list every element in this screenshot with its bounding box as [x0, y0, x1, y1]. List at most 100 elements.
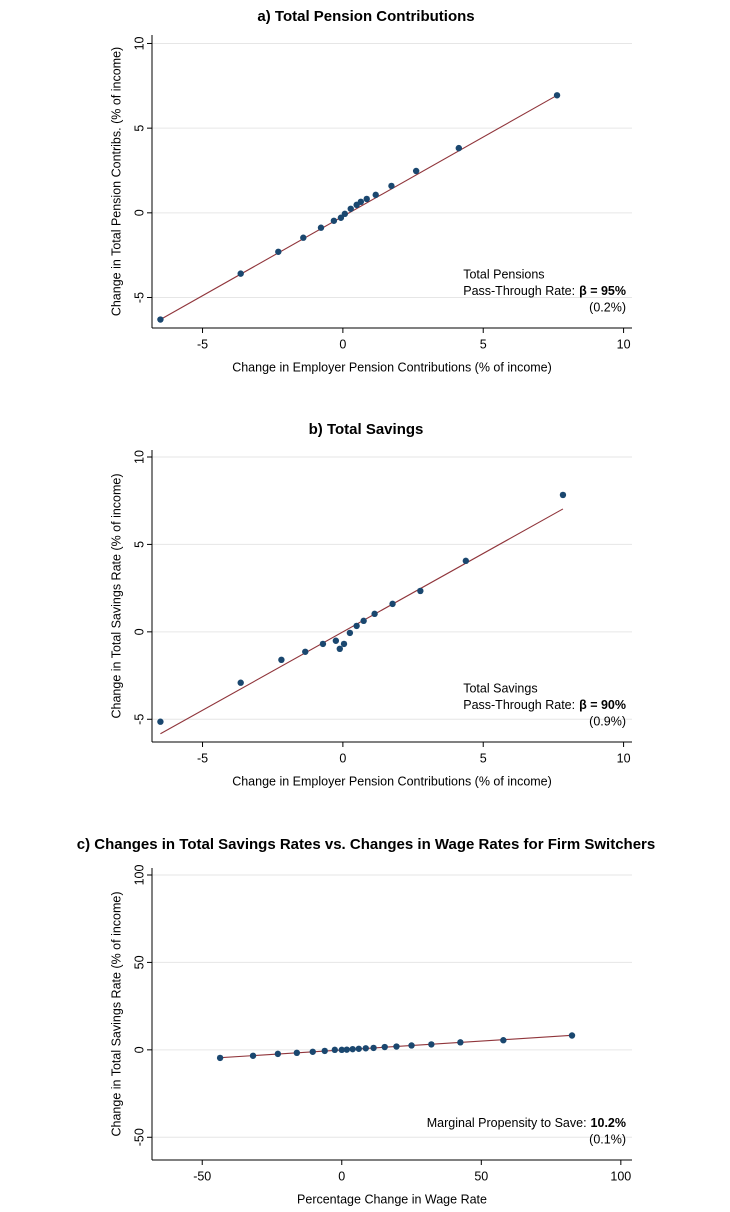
point — [237, 679, 244, 686]
y-tick-label: 5 — [132, 125, 146, 132]
annotation-rate-label: Marginal Propensity to Save: — [427, 1116, 587, 1130]
x-tick-label: 0 — [338, 1169, 345, 1183]
annotation-rate: β = 95% — [579, 284, 626, 298]
chart-title: c) Changes in Total Savings Rates vs. Ch… — [77, 836, 655, 853]
y-tick-label: 10 — [132, 36, 146, 50]
point — [370, 1044, 377, 1052]
y-axis-label: Change in Total Savings Rate (% of incom… — [109, 891, 123, 1136]
x-tick-label: 100 — [610, 1169, 631, 1183]
point — [336, 645, 343, 653]
point — [331, 1046, 338, 1054]
point — [341, 210, 349, 218]
point — [347, 205, 354, 212]
point — [412, 167, 420, 175]
point — [309, 1048, 316, 1055]
point — [363, 195, 370, 203]
annotation-rate-label: Pass-Through Rate: — [463, 284, 575, 298]
point — [317, 224, 325, 231]
y-tick-label: 0 — [132, 1046, 146, 1053]
y-tick-label: -50 — [132, 1128, 146, 1146]
point — [349, 1045, 356, 1053]
point — [389, 600, 396, 608]
annotation-rate: 10.2% — [591, 1116, 626, 1130]
point — [362, 1045, 369, 1052]
annotation-se: (0.1%) — [589, 1132, 626, 1146]
point — [249, 1052, 257, 1059]
x-tick-label: 0 — [339, 751, 346, 765]
y-tick-label: -5 — [132, 292, 146, 303]
point — [300, 234, 307, 241]
point — [355, 1045, 362, 1052]
point — [353, 622, 360, 630]
point — [302, 648, 309, 655]
point — [343, 1046, 350, 1053]
point — [388, 182, 395, 190]
point — [408, 1042, 415, 1049]
y-axis-label: Change in Total Pension Contribs. (% of … — [109, 47, 123, 316]
point — [338, 1046, 345, 1054]
annotation-rate-line: Marginal Propensity to Save: 10.2% — [427, 1116, 626, 1130]
y-tick-label: 100 — [132, 865, 146, 886]
point — [428, 1041, 435, 1048]
x-tick-label: 0 — [339, 337, 346, 351]
annotation-rate: β = 90% — [579, 698, 626, 712]
point — [371, 610, 378, 618]
x-tick-label: 10 — [617, 751, 631, 765]
point — [157, 718, 164, 725]
point — [568, 1032, 576, 1039]
point — [340, 640, 348, 648]
point — [393, 1043, 400, 1050]
x-tick-label: 10 — [617, 337, 631, 351]
y-tick-label: 50 — [132, 955, 146, 969]
point — [381, 1043, 388, 1051]
x-tick-label: 5 — [480, 751, 487, 765]
point — [455, 144, 463, 152]
point — [319, 640, 327, 648]
point — [274, 1050, 282, 1058]
point — [372, 191, 379, 199]
point — [332, 637, 340, 644]
y-tick-label: 10 — [132, 450, 146, 464]
point — [237, 270, 244, 277]
point — [216, 1054, 224, 1062]
point — [330, 217, 338, 224]
point — [293, 1049, 301, 1057]
annotation-heading: Total Pensions — [463, 267, 544, 281]
annotation-se: (0.2%) — [589, 300, 626, 314]
x-axis-label: Change in Employer Pension Contributions… — [232, 360, 552, 374]
x-tick-label: -5 — [197, 751, 208, 765]
annotation-se: (0.9%) — [589, 714, 626, 728]
point — [462, 557, 470, 565]
point — [278, 656, 285, 664]
annotation-heading: Total Savings — [463, 681, 537, 695]
point — [157, 316, 164, 323]
y-tick-label: 5 — [132, 541, 146, 548]
x-axis-label: Change in Employer Pension Contributions… — [232, 774, 552, 788]
point — [553, 92, 561, 99]
point — [346, 629, 354, 637]
point — [275, 248, 282, 255]
x-axis-label: Percentage Change in Wage Rate — [297, 1192, 487, 1206]
annotation-rate-line: Pass-Through Rate: β = 95% — [463, 284, 626, 298]
chart-title: a) Total Pension Contributions — [257, 8, 474, 25]
point — [457, 1039, 464, 1046]
point — [417, 587, 424, 595]
point — [559, 491, 567, 499]
x-tick-label: 50 — [474, 1169, 488, 1183]
x-tick-label: -5 — [197, 337, 208, 351]
fit-line — [160, 94, 558, 321]
annotation-rate-line: Pass-Through Rate: β = 90% — [463, 698, 626, 712]
point — [357, 198, 365, 206]
point — [321, 1047, 328, 1055]
point — [337, 214, 345, 221]
point — [360, 617, 367, 625]
x-tick-label: -50 — [193, 1169, 211, 1183]
y-tick-label: 0 — [132, 209, 146, 216]
point — [500, 1037, 507, 1044]
chart-title: b) Total Savings — [309, 421, 424, 438]
x-tick-label: 5 — [480, 337, 487, 351]
y-axis-label: Change in Total Savings Rate (% of incom… — [109, 473, 123, 718]
annotation-rate-label: Pass-Through Rate: — [463, 698, 575, 712]
